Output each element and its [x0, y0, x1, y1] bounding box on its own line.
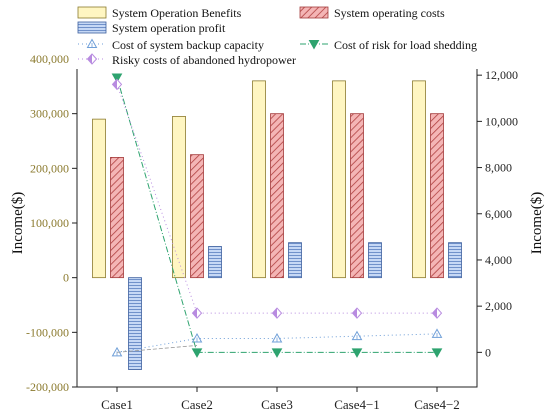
marker-cost-of-risk-for-load-shedding	[271, 348, 283, 358]
marker-risky-costs-of-abandoned-hydropower-half	[432, 308, 437, 319]
marker-cost-of-risk-for-load-shedding	[191, 348, 203, 358]
bar-system-operation-profit	[448, 242, 462, 279]
line-series	[111, 73, 443, 358]
marker-cost-of-risk-for-load-shedding	[351, 348, 363, 358]
marker-risky-costs-of-abandoned-hydropower-half	[272, 308, 277, 319]
y-left-tick-label: 100,000	[30, 216, 69, 230]
bar-system-operating-costs	[350, 113, 364, 279]
bar-system-operating-costs	[190, 154, 204, 279]
bar-system-operation-profit	[288, 242, 302, 279]
y-axis-left-title: Income($)	[10, 192, 26, 254]
legend-swatch-system-operation-profit	[77, 21, 107, 34]
legend-frame	[72, 2, 487, 69]
bar-system-operation-profit	[368, 242, 382, 279]
bar-system-operation-profit	[128, 277, 142, 370]
legend-label-cost-of-risk-for-load-shedding: Cost of risk for load shedding	[334, 38, 477, 52]
x-tick-label: Case2	[181, 397, 213, 412]
y-left-tick-label: -200,000	[26, 380, 69, 394]
y-left-tick-label: 400,000	[30, 52, 69, 66]
bar-system-operating-costs	[110, 156, 124, 279]
y-right-tick-label: 6,000	[485, 207, 512, 221]
marker-cost-of-risk-for-load-shedding	[431, 348, 443, 358]
marker-cost-of-risk-for-load-shedding	[111, 73, 123, 83]
marker-risky-costs-of-abandoned-hydropower-half	[192, 308, 197, 319]
legend-label-cost-of-system-backup-capacity: Cost of system backup capacity	[112, 38, 264, 52]
y-right-tick-label: 0	[485, 345, 491, 359]
bars	[92, 80, 462, 370]
y-right-tick-label: 12,000	[485, 68, 518, 82]
legend-label-system-operation-benefits: System Operation Benefits	[112, 6, 242, 20]
bar-system-operation-benefits	[332, 80, 346, 279]
legend-label-system-operating-costs: System operating costs	[334, 6, 445, 20]
bar-system-operation-benefits	[412, 80, 426, 279]
legend-label-system-operation-profit: System operation profit	[112, 21, 226, 35]
axes: 400,000 300,000 200,000 100,000 0 -100,000 -20…	[26, 52, 518, 412]
y-right-tick-label: 8,000	[485, 161, 512, 175]
x-tick-label: Case1	[101, 397, 133, 412]
bar-system-operation-profit	[208, 246, 222, 279]
x-tick-label: Case4−1	[334, 397, 380, 412]
line-connector	[116, 345, 198, 353]
legend-label-risky-costs-of-abandoned-hydropower: Risky costs of abandoned hydropower	[112, 53, 296, 67]
bar-system-operation-benefits	[172, 116, 186, 279]
marker-risky-costs-of-abandoned-hydropower-half	[352, 308, 357, 319]
bar-system-operation-benefits	[92, 118, 106, 279]
legend-swatch-system-operating-costs	[299, 6, 329, 19]
marker-legend-risky-costs-of-abandoned-hydropower-half	[87, 54, 92, 64]
y-right-tick-label: 2,000	[485, 299, 512, 313]
y-right-tick-label: 4,000	[485, 253, 512, 267]
y-right-tick-label: 10,000	[485, 114, 518, 128]
bar-system-operating-costs	[270, 113, 284, 279]
line-risky-costs-of-abandoned-hydropower	[116, 84, 437, 314]
y-axis-right-title: Income($)	[529, 192, 545, 254]
legend: System Operation Benefits System operatin…	[72, 2, 487, 69]
marker-legend-cost-of-risk-for-load-shedding	[308, 40, 320, 50]
marker-risky-costs-of-abandoned-hydropower-half	[112, 79, 117, 90]
legend-swatch-system-operation-benefits	[77, 6, 107, 19]
x-tick-label: Case4−2	[414, 397, 460, 412]
y-left-tick-label: 200,000	[30, 161, 69, 175]
y-left-tick-label: 0	[63, 271, 69, 285]
bar-system-operation-benefits	[252, 80, 266, 279]
bar-system-operating-costs	[430, 113, 444, 279]
y-left-tick-label: 300,000	[30, 107, 69, 121]
y-left-tick-label: -100,000	[26, 325, 69, 339]
x-tick-label: Case3	[261, 397, 293, 412]
